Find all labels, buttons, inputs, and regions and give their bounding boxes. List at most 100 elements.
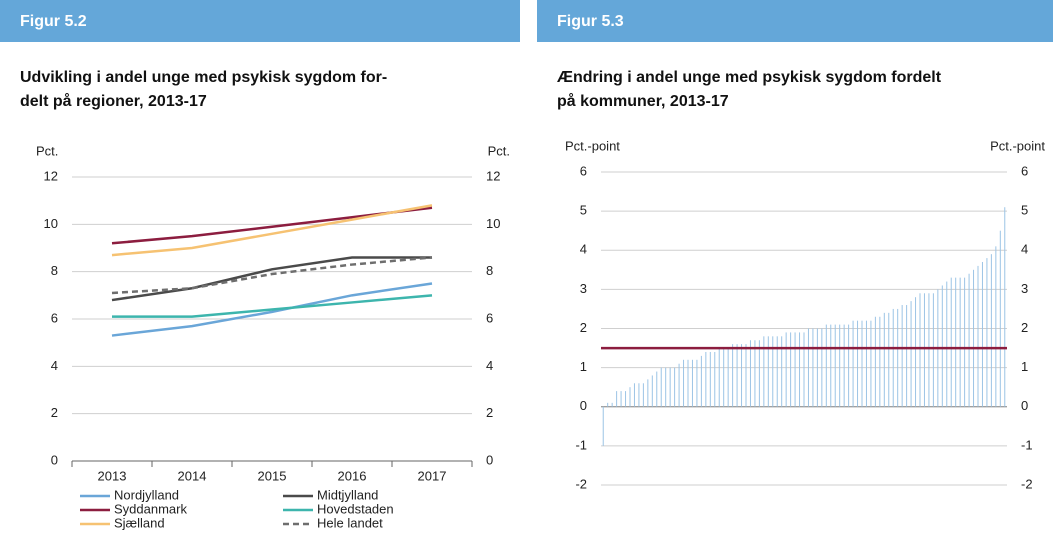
figure-label: Figur 5.2 bbox=[20, 13, 87, 30]
y2-tick-label: 4 bbox=[1021, 242, 1028, 257]
bar bbox=[732, 344, 734, 407]
y2-tick-label: 0 bbox=[1021, 398, 1028, 413]
bar bbox=[906, 305, 908, 407]
y-tick-label: 5 bbox=[580, 203, 587, 218]
bar bbox=[736, 344, 738, 407]
bar bbox=[660, 367, 662, 407]
bar bbox=[995, 246, 997, 407]
bar bbox=[892, 308, 894, 407]
figure-label: Figur 5.3 bbox=[557, 13, 624, 30]
y-tick-label: 4 bbox=[580, 242, 587, 257]
x-tick-label: 2016 bbox=[338, 468, 367, 483]
y-tick-label: 6 bbox=[51, 310, 58, 325]
y2-tick-label: 12 bbox=[486, 168, 500, 183]
bar bbox=[816, 328, 818, 407]
bar bbox=[973, 269, 975, 407]
bar bbox=[821, 328, 823, 407]
legend-label: Sjælland bbox=[114, 515, 165, 530]
y-tick-label: -1 bbox=[575, 437, 587, 452]
bar bbox=[625, 391, 627, 407]
bar bbox=[852, 320, 854, 407]
bar bbox=[848, 324, 850, 407]
bar bbox=[705, 351, 707, 407]
bar bbox=[602, 406, 604, 446]
bar bbox=[665, 367, 667, 407]
bar bbox=[981, 261, 983, 407]
y2-tick-label: 5 bbox=[1021, 203, 1028, 218]
y-axis-label: Pct. bbox=[36, 143, 58, 158]
bar bbox=[946, 281, 948, 407]
bar bbox=[745, 344, 747, 407]
bar bbox=[834, 324, 836, 407]
bar bbox=[923, 293, 925, 407]
y-tick-label: 6 bbox=[580, 163, 587, 178]
y2-tick-label: 10 bbox=[486, 216, 500, 231]
y-axis-label: Pct.-point bbox=[565, 138, 620, 153]
bar bbox=[839, 324, 841, 407]
y2-tick-label: 4 bbox=[486, 358, 493, 373]
y-tick-label: 2 bbox=[51, 405, 58, 420]
bar bbox=[803, 332, 805, 407]
bar bbox=[714, 351, 716, 407]
bar bbox=[629, 387, 631, 407]
legend-label: Syddanmark bbox=[114, 501, 187, 516]
bar bbox=[1004, 207, 1006, 407]
bar bbox=[656, 371, 658, 407]
y-tick-label: 1 bbox=[580, 359, 587, 374]
bar bbox=[807, 328, 809, 407]
y2-tick-label: 2 bbox=[1021, 320, 1028, 335]
series-line bbox=[111, 256, 433, 295]
y2-tick-label: 6 bbox=[486, 310, 493, 325]
y-tick-label: 10 bbox=[44, 216, 58, 231]
chart-title: delt på regioner, 2013-17 bbox=[20, 92, 207, 110]
x-tick-label: 2017 bbox=[418, 468, 447, 483]
legend-label: Hele landet bbox=[317, 515, 383, 530]
bar bbox=[915, 297, 917, 407]
bar bbox=[772, 336, 774, 407]
bar bbox=[709, 351, 711, 407]
y2-axis-label: Pct.-point bbox=[990, 138, 1045, 153]
series-line bbox=[111, 256, 432, 302]
bar bbox=[620, 391, 622, 407]
bar bbox=[799, 332, 801, 407]
x-tick-label: 2015 bbox=[258, 468, 287, 483]
bar bbox=[607, 402, 609, 407]
bar bbox=[883, 312, 885, 407]
chart-title: Udvikling i andel unge med psykisk sygdo… bbox=[20, 69, 387, 86]
bar bbox=[785, 332, 787, 407]
y-tick-label: 0 bbox=[580, 398, 587, 413]
bar bbox=[955, 277, 957, 407]
chart-title: på kommuner, 2013-17 bbox=[557, 92, 729, 110]
bar bbox=[825, 324, 827, 407]
chart-title: Ændring i andel unge med psykisk sygdom … bbox=[557, 69, 942, 86]
bar bbox=[642, 383, 644, 407]
bar bbox=[758, 340, 760, 407]
bar bbox=[964, 277, 966, 407]
bar bbox=[700, 355, 702, 407]
bar bbox=[879, 316, 881, 407]
legend-label: Hovedstaden bbox=[317, 501, 394, 516]
bar bbox=[990, 254, 992, 407]
y2-tick-label: -2 bbox=[1021, 476, 1033, 491]
bar bbox=[986, 258, 988, 407]
bar bbox=[754, 340, 756, 407]
series-line bbox=[112, 294, 433, 318]
bar bbox=[977, 265, 979, 407]
y-tick-label: 4 bbox=[51, 358, 58, 373]
bar bbox=[616, 391, 618, 407]
y-tick-label: -2 bbox=[575, 476, 587, 491]
bar bbox=[919, 293, 921, 407]
legend-label: Midtjylland bbox=[317, 487, 378, 502]
bar bbox=[611, 402, 613, 407]
bar bbox=[763, 336, 765, 407]
bar bbox=[674, 367, 676, 407]
y-tick-label: 2 bbox=[580, 320, 587, 335]
bar bbox=[888, 312, 890, 407]
bar bbox=[696, 359, 698, 407]
y2-tick-label: 2 bbox=[486, 405, 493, 420]
legend-label: Nordjylland bbox=[114, 487, 179, 502]
y2-tick-label: 0 bbox=[486, 452, 493, 467]
y-tick-label: 0 bbox=[51, 452, 58, 467]
y2-tick-label: 8 bbox=[486, 263, 493, 278]
